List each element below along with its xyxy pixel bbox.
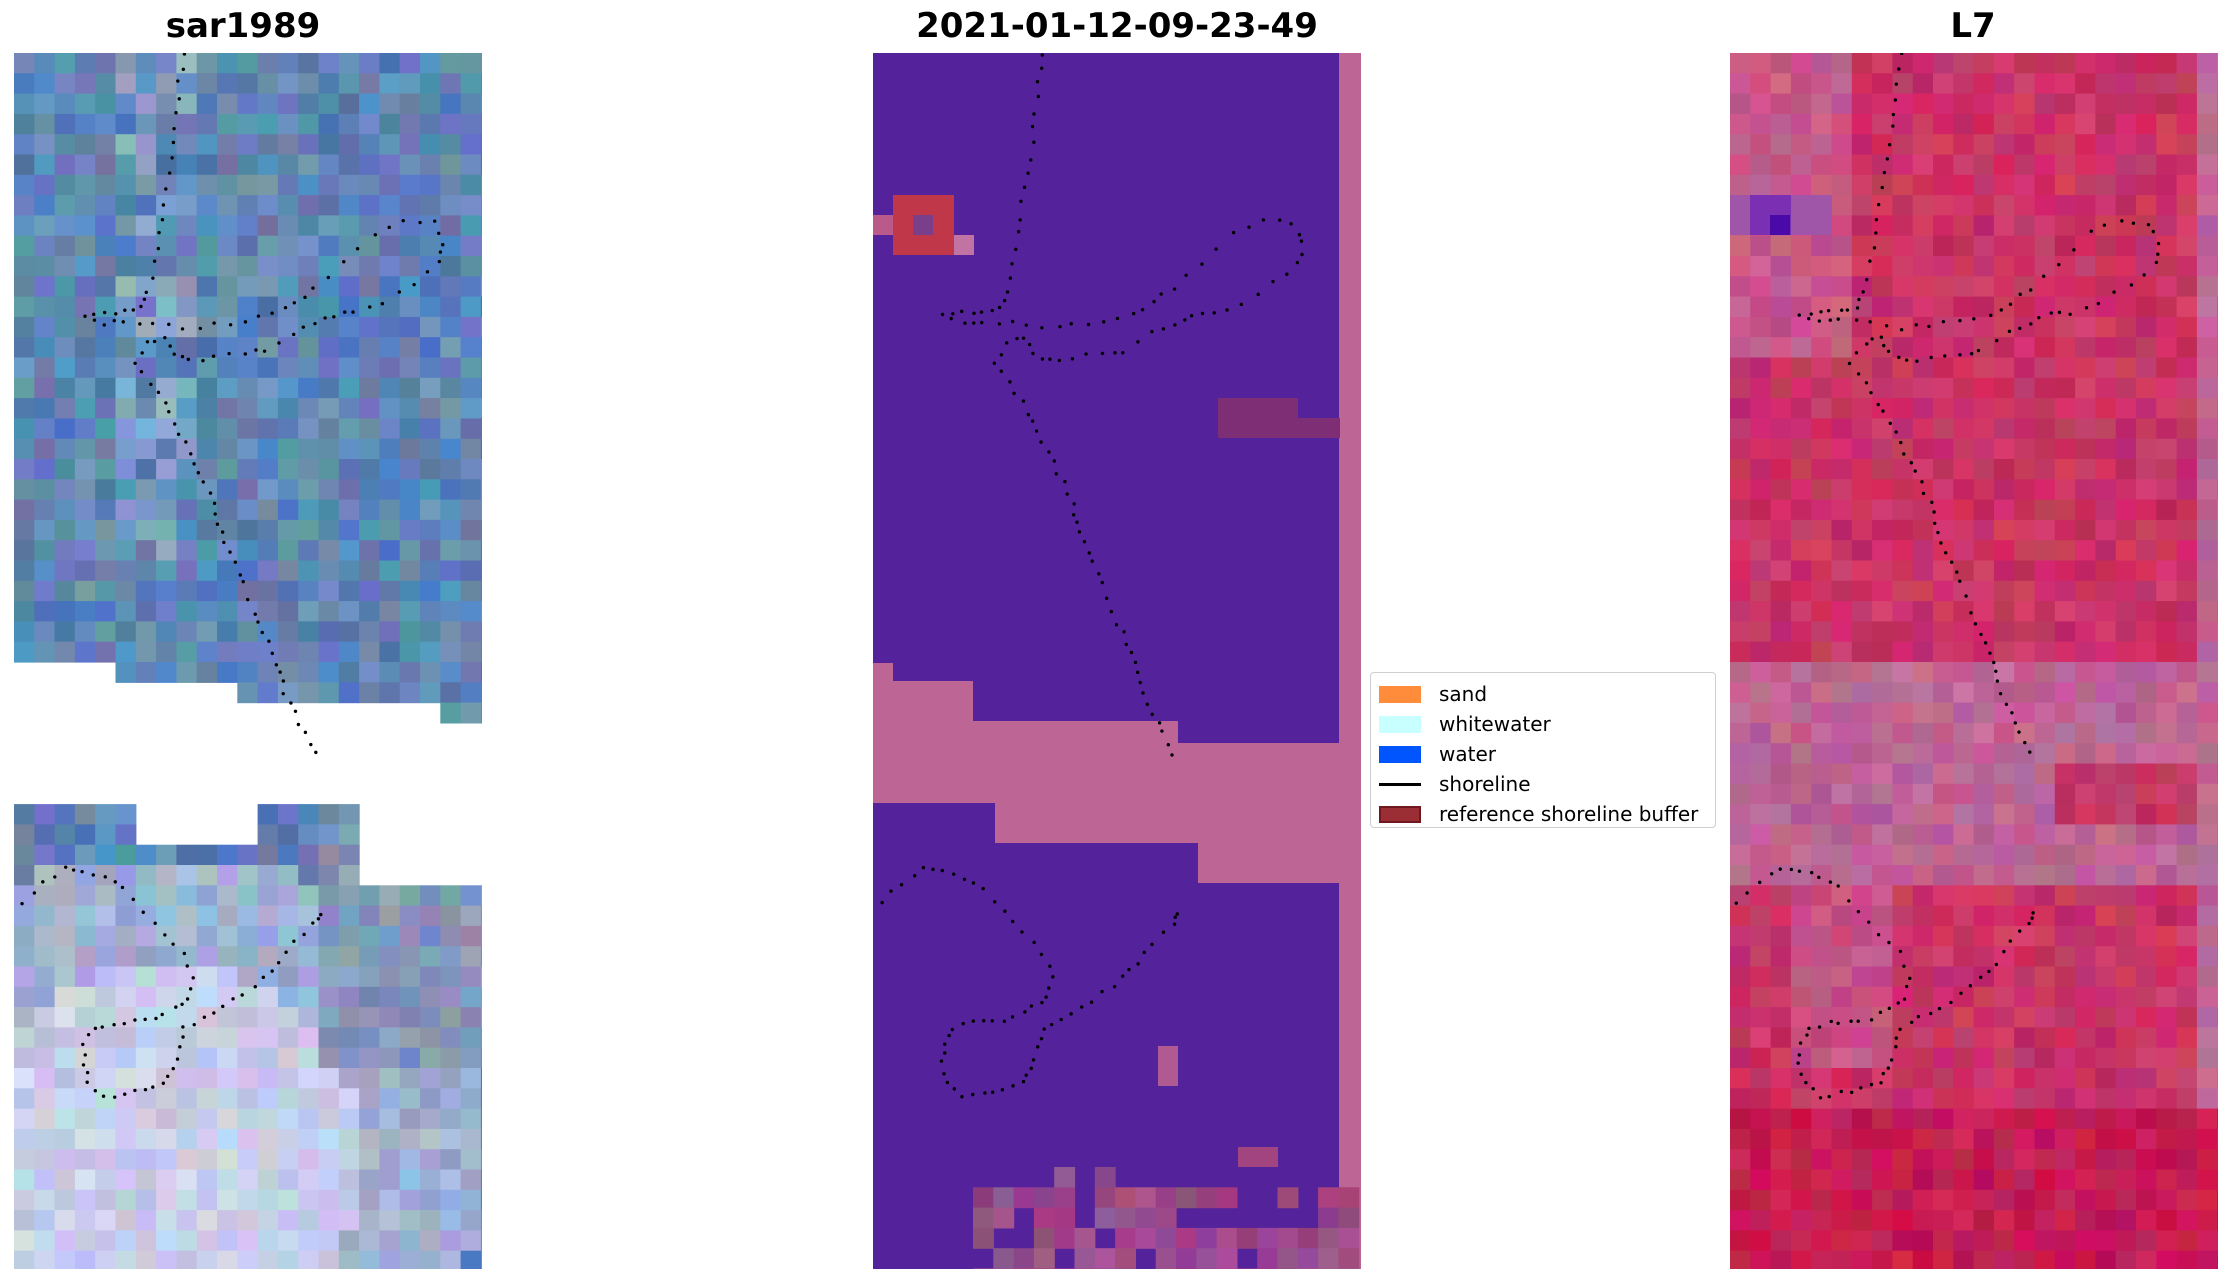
- sand-swatch: [1379, 685, 1421, 703]
- classified-background: [873, 53, 1361, 1269]
- panel-title-middle: 2021-01-12-09-23-49: [916, 6, 1318, 46]
- nodata-band: [873, 663, 1339, 883]
- rgb-image-panel: [14, 53, 482, 1269]
- overlay-small: [1158, 1046, 1178, 1086]
- legend-label-reference-buffer: reference shoreline buffer: [1439, 802, 1699, 826]
- shoreline-line-swatch: [1379, 782, 1421, 786]
- buffer-edge-left: [873, 215, 893, 235]
- legend-item-reference-buffer: reference shoreline buffer: [1379, 799, 1707, 829]
- rgb-shoreline: [20, 53, 445, 1099]
- nodata-edge-strip: [1339, 53, 1361, 1269]
- legend: sand whitewater water shoreline referenc…: [1370, 672, 1716, 828]
- overlay-block-edge: [1298, 418, 1340, 438]
- index-raster: [1730, 53, 2218, 1269]
- index-image-panel: [1730, 53, 2218, 1269]
- overlay-small-2: [1238, 1147, 1278, 1167]
- whitewater-swatch: [1379, 715, 1421, 733]
- legend-label-water: water: [1439, 742, 1496, 766]
- buffer-edge-right: [954, 235, 974, 255]
- overlay-block: [1218, 398, 1298, 438]
- index-purple-core: [1770, 215, 1790, 235]
- classified-image-panel: [873, 53, 1361, 1269]
- legend-item-whitewater: whitewater: [1379, 709, 1707, 739]
- bottom-patches: [973, 1167, 1360, 1269]
- classified-shoreline: [880, 53, 1304, 1099]
- panel-title-right: L7: [1950, 6, 1996, 46]
- panel-title-left: sar1989: [165, 6, 321, 46]
- legend-label-whitewater: whitewater: [1439, 712, 1551, 736]
- legend-item-water: water: [1379, 739, 1707, 769]
- legend-item-shoreline: shoreline: [1379, 769, 1707, 799]
- legend-label-sand: sand: [1439, 682, 1488, 706]
- water-swatch: [1379, 745, 1421, 763]
- reference-buffer-swatch: [1379, 805, 1421, 823]
- legend-item-sand: sand: [1379, 679, 1707, 709]
- buffer-inner: [913, 215, 933, 235]
- index-shoreline: [1734, 53, 2161, 1100]
- legend-label-shoreline: shoreline: [1439, 772, 1531, 796]
- rgb-raster: [14, 53, 482, 1269]
